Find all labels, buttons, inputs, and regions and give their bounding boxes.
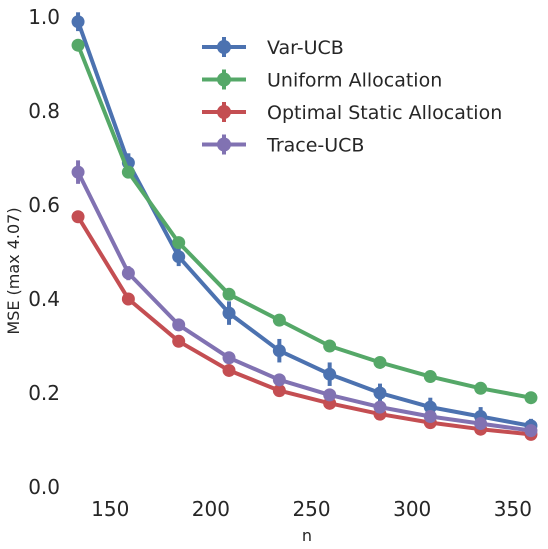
data-point xyxy=(71,210,85,224)
y-tick-label: 0.8 xyxy=(28,99,60,123)
data-point xyxy=(524,391,538,405)
y-tick-label: 1.0 xyxy=(28,5,60,29)
legend-item: Optimal Static Allocation xyxy=(202,102,502,124)
y-tick-label: 0.0 xyxy=(28,475,60,499)
data-point xyxy=(71,15,85,29)
legend-label: Uniform Allocation xyxy=(267,70,442,92)
legend-label: Var-UCB xyxy=(267,37,344,59)
data-point xyxy=(323,367,337,381)
data-point xyxy=(474,381,488,395)
data-point xyxy=(222,363,236,377)
x-tick-label: 250 xyxy=(292,497,330,521)
legend-label: Trace-UCB xyxy=(266,135,364,157)
series-uniform-allocation xyxy=(71,38,538,405)
data-point xyxy=(373,355,387,369)
data-point xyxy=(423,370,437,384)
series-line xyxy=(76,43,533,400)
legend-label: Optimal Static Allocation xyxy=(267,102,502,124)
y-tick-label: 0.6 xyxy=(28,193,60,217)
legend-marker xyxy=(202,37,246,57)
x-tick-label: 300 xyxy=(393,497,431,521)
legend-item: Var-UCB xyxy=(202,37,344,59)
x-tick-label: 150 xyxy=(91,497,129,521)
y-tick-label: 0.4 xyxy=(28,287,60,311)
legend-marker xyxy=(202,134,246,155)
data-point xyxy=(71,38,85,52)
series-trace-ucb xyxy=(71,160,538,438)
y-axis: 0.0 0.2 0.4 0.6 0.8 1.0 xyxy=(28,5,60,499)
data-point xyxy=(323,388,337,402)
data-point xyxy=(373,386,387,400)
legend-marker xyxy=(202,102,246,122)
data-point xyxy=(121,292,135,306)
x-tick-label: 200 xyxy=(192,497,230,521)
data-point xyxy=(121,165,135,179)
legend: Var-UCB Uniform Allocation Optimal Stati… xyxy=(202,37,502,157)
y-tick-label: 0.2 xyxy=(28,381,60,405)
data-point xyxy=(172,334,186,348)
data-point xyxy=(222,287,236,301)
plot-area xyxy=(71,12,538,441)
x-axis: 150 200 250 300 350 xyxy=(91,497,532,521)
x-axis-label: n xyxy=(302,526,312,545)
data-point xyxy=(172,318,186,332)
data-point xyxy=(423,410,437,423)
data-point xyxy=(172,250,186,264)
data-point xyxy=(71,165,85,179)
legend-marker xyxy=(202,69,246,90)
data-point xyxy=(524,424,538,438)
data-point xyxy=(121,266,135,280)
y-axis-label: MSE (max 4.07) xyxy=(4,207,23,334)
data-point xyxy=(272,384,286,398)
data-point xyxy=(323,339,337,353)
data-point xyxy=(272,313,286,327)
x-tick-label: 350 xyxy=(494,497,532,521)
data-point xyxy=(172,236,186,250)
data-point xyxy=(474,417,488,431)
series-optimal-static-allocation xyxy=(71,210,538,441)
data-point xyxy=(272,344,286,358)
series-line xyxy=(76,170,533,433)
data-point xyxy=(222,351,236,365)
data-point xyxy=(222,306,236,320)
data-point xyxy=(272,373,286,387)
legend-item: Uniform Allocation xyxy=(202,69,442,92)
legend-item: Trace-UCB xyxy=(202,134,364,157)
series-line xyxy=(76,214,533,437)
data-point xyxy=(423,400,437,414)
data-point xyxy=(373,400,387,414)
